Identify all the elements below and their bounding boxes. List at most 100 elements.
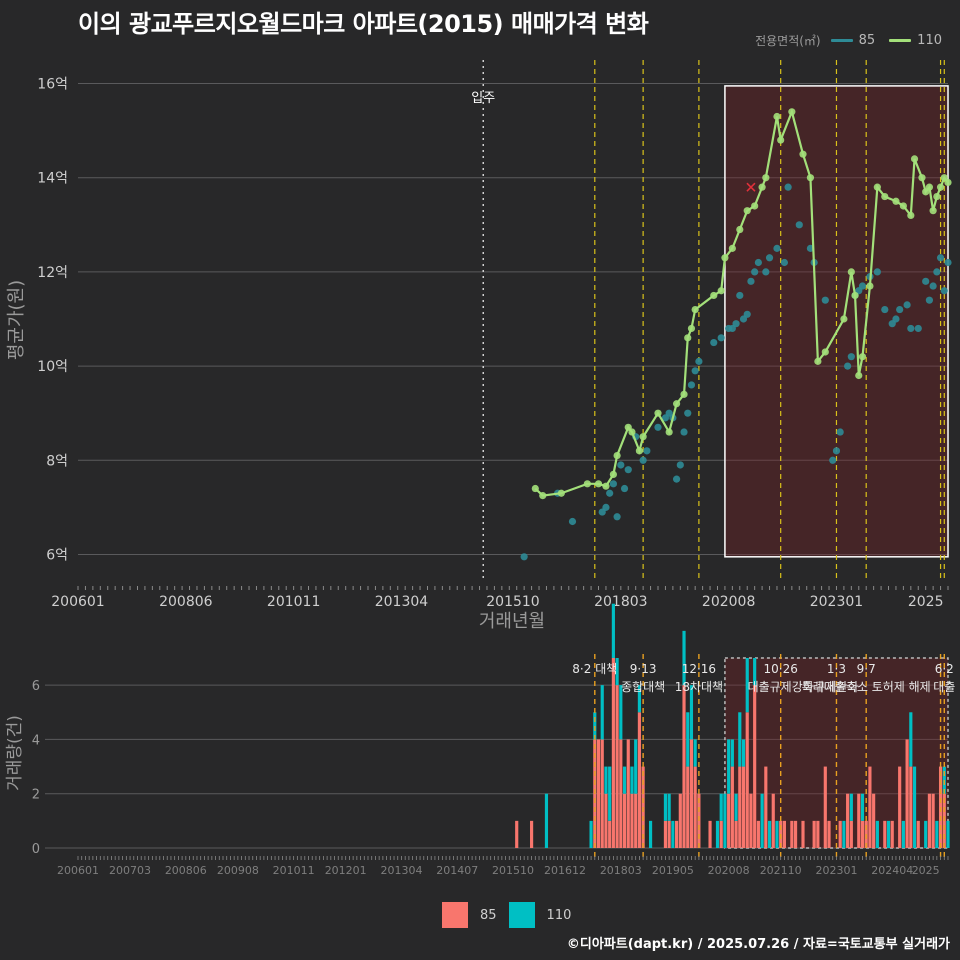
data-point-110 — [936, 183, 945, 191]
x-tick-label: 2025 — [908, 594, 944, 610]
data-point-85 — [933, 268, 941, 276]
data-point-85 — [784, 183, 792, 191]
data-point-85 — [602, 503, 610, 511]
bar-85 — [793, 820, 798, 848]
x-tick-label: 202008 — [702, 594, 755, 610]
policy-label: 1·3 — [827, 662, 846, 676]
x-tick-label-bottom: 201201 — [325, 864, 367, 877]
data-point-110 — [847, 268, 855, 276]
policy-label: 10·26 — [764, 662, 798, 676]
data-point-85 — [606, 489, 614, 497]
data-point-85 — [836, 428, 844, 436]
data-point-110 — [539, 491, 547, 500]
data-point-85 — [617, 461, 625, 469]
bar-85 — [827, 820, 831, 848]
bar-85 — [727, 793, 731, 848]
bar-110 — [686, 712, 690, 767]
bar-110 — [730, 739, 734, 767]
bar-85 — [630, 793, 634, 848]
data-point-110 — [743, 207, 751, 215]
data-point-85 — [613, 513, 621, 521]
bar-110 — [715, 820, 720, 848]
x-tick-label: 200601 — [51, 594, 104, 610]
y-tick-label: 14억 — [37, 171, 68, 187]
x-tick-label: 202301 — [810, 594, 863, 610]
policy-sublabel: 대출규제강화 — [748, 680, 814, 694]
policy-sublabel: 18차대책 — [675, 679, 723, 694]
bar-110 — [593, 712, 597, 740]
data-point-85 — [873, 268, 881, 276]
bar-85 — [849, 820, 853, 848]
data-point-85 — [624, 466, 632, 474]
bar-85 — [615, 685, 619, 848]
data-point-110 — [684, 334, 692, 342]
x-tick-label-bottom: 201905 — [652, 864, 694, 877]
y-axis-label: 평균가(원) — [6, 280, 27, 360]
data-point-85 — [732, 320, 740, 328]
data-point-110 — [736, 225, 744, 234]
data-point-85 — [914, 324, 922, 333]
marker-x — [746, 182, 756, 192]
data-point-85 — [687, 381, 696, 389]
bar-85 — [678, 793, 682, 848]
data-point-110 — [654, 409, 662, 417]
bar-85 — [771, 793, 775, 848]
bar-85 — [745, 712, 749, 848]
data-point-85 — [795, 221, 803, 229]
data-point-110 — [773, 112, 781, 121]
bar-85 — [838, 820, 842, 848]
bar-85 — [753, 685, 757, 848]
bar-110 — [842, 820, 846, 848]
policy-label: 8·2 대책 — [572, 661, 617, 676]
y-tick-label: 16억 — [37, 77, 68, 93]
x-tick-label-bottom: 201407 — [436, 864, 478, 877]
data-point-110 — [910, 155, 919, 163]
legend-bottom-label-85: 85 — [480, 907, 497, 923]
bar-110 — [637, 685, 641, 713]
legend-bottom-label-110: 110 — [546, 907, 572, 923]
bar-85 — [600, 739, 604, 848]
data-point-110 — [751, 202, 759, 210]
bar-110 — [544, 793, 549, 848]
bar-85 — [734, 820, 738, 848]
data-point-110 — [557, 489, 565, 497]
data-point-85 — [832, 447, 841, 455]
bar-110 — [727, 739, 731, 794]
legend-title: 전용면적(㎡) — [755, 34, 821, 48]
data-point-110 — [758, 183, 766, 191]
data-point-110 — [710, 291, 718, 300]
x-tick-label-bottom: 200703 — [109, 864, 151, 877]
bar-85 — [634, 793, 638, 848]
bar-110 — [909, 712, 913, 767]
bar-110 — [875, 820, 879, 848]
data-point-85 — [907, 324, 915, 333]
data-point-110 — [858, 353, 867, 361]
x-axis-label: 거래년월 — [479, 611, 545, 632]
data-point-85 — [743, 310, 751, 318]
x-tick-label-bottom: 200908 — [217, 864, 259, 877]
data-point-110 — [635, 447, 644, 455]
x-tick-label: 201803 — [594, 594, 647, 610]
bar-85 — [741, 766, 746, 848]
bar-110 — [689, 685, 694, 740]
data-point-85 — [620, 484, 629, 493]
bar-110 — [719, 793, 723, 821]
bar-110 — [600, 685, 604, 740]
bar-85 — [931, 793, 935, 848]
bar-110 — [753, 658, 757, 686]
bar-85 — [515, 820, 519, 848]
chart-title: 이의 광교푸르지오월드마크 아파트(2015) 매매가격 변화 — [78, 10, 649, 38]
bar-85 — [812, 820, 816, 848]
data-point-110 — [881, 192, 889, 201]
data-point-110 — [613, 451, 621, 460]
bar-110 — [611, 603, 615, 658]
y-tick-label-bottom: 2 — [32, 788, 40, 803]
bar-85 — [689, 739, 694, 848]
data-point-110 — [806, 174, 815, 182]
x-tick-label-bottom: 202008 — [708, 864, 750, 877]
data-point-85 — [925, 296, 934, 304]
bar-85 — [530, 820, 534, 848]
data-point-85 — [672, 475, 681, 483]
data-point-85 — [881, 305, 889, 314]
y-tick-label: 6억 — [46, 547, 68, 563]
